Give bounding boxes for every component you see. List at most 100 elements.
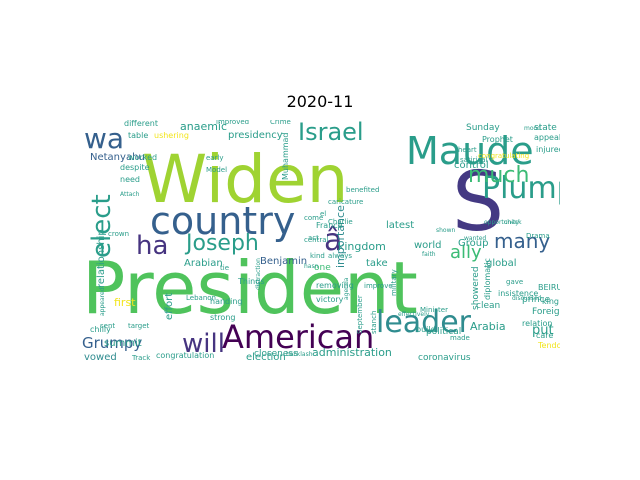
cloud-word: distraction — [255, 258, 262, 290]
cloud-word: benefited — [346, 186, 379, 194]
cloud-word: country — [150, 199, 295, 243]
cloud-word: removing — [316, 281, 354, 290]
cloud-word: crown — [108, 230, 129, 238]
cloud-word: opportunity — [484, 219, 519, 226]
cloud-word: kind — [310, 252, 325, 260]
cloud-word: Model — [206, 166, 227, 174]
cloud-word: early — [206, 154, 224, 162]
cloud-word: appeal — [534, 133, 560, 142]
word-cloud: President Widen S Maude country American leade… — [80, 120, 560, 360]
cloud-word: care — [536, 331, 553, 340]
cloud-word: diplomatic — [483, 258, 492, 300]
cloud-word: one — [314, 263, 331, 273]
cloud-word: importance — [334, 205, 347, 268]
cloud-word: will — [182, 329, 225, 359]
cloud-word: Joseph — [184, 231, 259, 256]
cloud-word: discussed — [512, 295, 542, 302]
cloud-word: control — [454, 160, 489, 171]
cloud-word: gave — [506, 278, 523, 286]
cloud-word: political — [426, 327, 461, 337]
cloud-word: Sunday — [466, 123, 500, 133]
cloud-word: effort — [164, 293, 175, 320]
cloud-word: stanch — [370, 311, 378, 334]
cloud-word: kingdom — [338, 240, 386, 253]
cloud-word: handing — [210, 297, 243, 306]
cloud-word: satirical — [460, 156, 488, 164]
cloud-word: sent — [100, 322, 115, 330]
cloud-word: latest — [386, 220, 414, 231]
cloud-word: election — [246, 352, 286, 360]
cloud-word: administration — [312, 346, 392, 359]
cloud-word: insistence — [498, 289, 538, 298]
cloud-word: Tendo — [537, 341, 560, 350]
cloud-word: appeared — [99, 287, 106, 316]
cloud-word: put — [532, 323, 554, 338]
cloud-word: Lebanon — [186, 294, 216, 302]
cloud-word: despite — [120, 163, 150, 172]
cloud-word: Netanyahu — [90, 152, 145, 163]
cloud-word: military — [390, 269, 398, 296]
cloud-word: effectively — [398, 311, 430, 318]
cloud-word: faith — [422, 251, 436, 258]
cloud-word: shown — [436, 227, 456, 234]
cloud-word: tie — [220, 264, 229, 272]
cloud-word: Plump — [482, 171, 560, 206]
cloud-word: summit — [104, 338, 142, 349]
cloud-word: check — [504, 219, 522, 226]
cloud-word: target — [128, 322, 150, 330]
cloud-word: coronavirus — [418, 353, 471, 360]
cloud-word: Muhammad — [281, 132, 290, 180]
cloud-word: mood — [524, 125, 541, 132]
figure-title: 2020-11 — [286, 92, 354, 111]
cloud-word: come — [304, 214, 323, 222]
cloud-word: el — [320, 210, 326, 218]
cloud-word: Things — [237, 277, 265, 286]
cloud-word: President — [82, 246, 418, 330]
cloud-word: Arabian — [184, 258, 223, 269]
cloud-word: ally — [450, 242, 482, 263]
cloud-word: Benjamin — [260, 256, 307, 267]
cloud-word: worked — [128, 153, 157, 162]
cloud-word: ushering — [154, 131, 189, 140]
cloud-word: take — [366, 258, 388, 269]
cloud-word: central — [304, 236, 329, 244]
cloud-word: Grumpy — [82, 334, 142, 352]
cloud-word: injured — [536, 145, 560, 154]
cloud-word: clean — [476, 301, 500, 311]
cloud-word: agenda — [343, 277, 350, 300]
cloud-word: improved — [216, 120, 249, 126]
cloud-word: congratulation — [156, 351, 214, 360]
cloud-word: need — [120, 175, 140, 184]
cloud-word: BEIRUT — [538, 283, 560, 292]
cloud-word: Crime — [270, 120, 291, 126]
cloud-word: many — [494, 229, 550, 253]
cloud-word: anaemic — [180, 120, 227, 133]
cloud-word: strong — [210, 313, 235, 322]
cloud-word: vowed — [84, 352, 117, 360]
cloud-word: Drama — [526, 232, 550, 240]
cloud-word: S — [452, 155, 504, 250]
cloud-word: relationship — [96, 229, 107, 288]
cloud-word: showered — [471, 266, 481, 310]
cloud-word: table — [128, 131, 148, 140]
cloud-word: Attach — [120, 191, 140, 198]
cloud-word: Israel — [298, 120, 364, 146]
cloud-word: Prophet — [482, 135, 513, 144]
cloud-word: made — [450, 334, 470, 342]
cloud-word: chilly — [90, 325, 111, 334]
cloud-word: much — [468, 163, 529, 188]
cloud-word: backlash — [286, 351, 313, 358]
cloud-word: September — [356, 295, 364, 334]
cloud-word: congratulating — [478, 152, 529, 160]
cloud-word: Widen — [142, 141, 348, 218]
cloud-word: always — [328, 252, 352, 260]
cloud-word: elect — [87, 194, 117, 258]
cloud-word: presidency — [228, 130, 283, 141]
cloud-word: Track — [131, 354, 151, 360]
cloud-word: ha — [136, 231, 168, 261]
cloud-word: wa — [84, 122, 124, 155]
cloud-word: Charlie — [328, 218, 353, 226]
cloud-word: caricature — [328, 198, 363, 206]
cloud-word: Maude — [406, 129, 534, 173]
